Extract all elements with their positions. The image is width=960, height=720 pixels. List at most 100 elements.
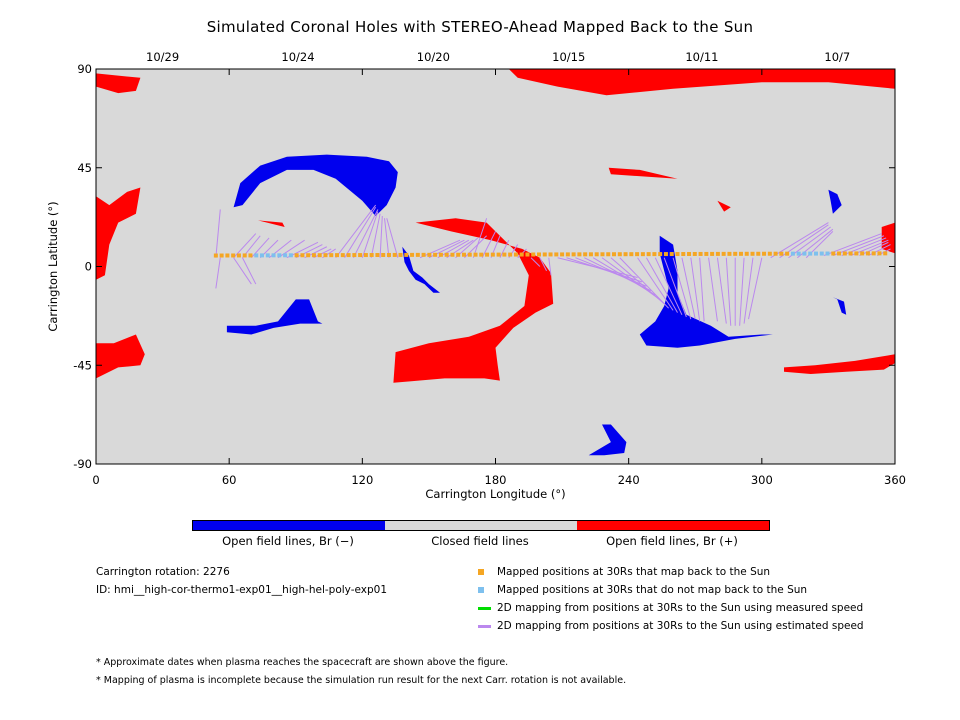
mapped-position-marker: [687, 251, 692, 256]
mapped-position-marker: [652, 252, 657, 257]
mapped-position-marker: [340, 253, 345, 258]
mapped-position-marker: [485, 252, 490, 257]
legend-label: Mapped positions at 30Rs that do not map…: [497, 584, 808, 596]
estimated-speed-mapping-line: [619, 257, 669, 309]
mapped-position-marker: [744, 251, 749, 256]
mapped-position-marker: [669, 252, 674, 257]
estimated-speed-mapping-line: [748, 257, 763, 320]
open-positive-region: [784, 354, 895, 374]
estimated-speed-mapping-line: [437, 239, 470, 259]
green-line-icon: [478, 606, 491, 610]
legend-label: 2D mapping from positions at 30Rs to the…: [497, 620, 864, 632]
estimated-speed-mapping-line: [743, 257, 754, 324]
estimated-speed-mapping-line: [681, 257, 696, 320]
mapped-position-marker: [629, 252, 634, 257]
mapped-position-marker: [531, 252, 536, 257]
estimated-speed-mapping-line: [739, 257, 745, 326]
mapped-position-marker: [386, 252, 391, 257]
open-positive-region: [508, 69, 895, 96]
mapped-position-marker: [860, 251, 865, 256]
mapped-position-marker: [554, 252, 559, 257]
purple-line-icon: [478, 624, 491, 628]
open-negative-region: [832, 297, 847, 315]
estimated-speed-mapping-line: [361, 211, 379, 258]
estimated-speed-mapping-line: [548, 257, 552, 276]
not-mapped-position-marker: [808, 251, 813, 256]
coronal-hole-map: 0 60 120 180 240 300 360 90 45 0 -45 -90 10/29 10/24 1…: [46, 50, 906, 501]
mapped-position-marker: [675, 252, 680, 257]
mapped-position-marker: [242, 253, 247, 258]
x-tick-label: 240: [618, 473, 640, 487]
mapped-position-marker: [710, 251, 715, 256]
orange-square-icon: [478, 569, 484, 575]
not-mapped-position-marker: [271, 253, 276, 258]
mapped-position-marker: [496, 252, 501, 257]
mapped-position-marker: [537, 252, 542, 257]
mapped-position-marker: [306, 253, 311, 258]
estimated-speed-mapping-line: [233, 257, 252, 285]
x-tick-label: 0: [92, 473, 99, 487]
mapped-position-marker: [300, 253, 305, 258]
mapped-position-marker: [594, 252, 599, 257]
estimated-speed-mapping-line: [663, 257, 687, 318]
open-negative-region: [402, 246, 440, 293]
mapped-position-marker: [398, 252, 403, 257]
estimated-speed-mapping-line: [386, 218, 399, 258]
mapped-position-marker: [617, 252, 622, 257]
open-positive-region: [96, 187, 141, 280]
top-date-label: 10/7: [824, 50, 850, 64]
mapped-position-marker: [461, 252, 466, 257]
mapped-position-marker: [433, 252, 438, 257]
not-mapped-position-marker: [813, 251, 818, 256]
mapped-position-marker: [363, 253, 368, 258]
mapped-position-marker: [571, 252, 576, 257]
estimated-speed-mapping-line: [295, 244, 323, 259]
y-tick-label: 90: [77, 62, 92, 76]
mapped-position-marker: [213, 253, 218, 258]
estimated-speed-mapping-line: [699, 257, 705, 322]
open-positive-region: [608, 167, 678, 179]
estimated-speed-mapping-line: [215, 209, 221, 258]
open-negative-region: [233, 154, 398, 216]
note-dates: * Approximate dates when plasma reaches …: [96, 657, 509, 668]
legend-label: 2D mapping from positions at 30Rs to the…: [497, 602, 864, 614]
mapped-position-marker: [583, 252, 588, 257]
estimated-speed-mapping-line: [419, 239, 461, 259]
mapped-position-marker: [756, 251, 761, 256]
estimated-speed-mapping-line: [610, 257, 665, 305]
estimated-speed-mapping-line: [481, 231, 496, 258]
estimated-speed-mapping-line: [690, 257, 701, 322]
mapped-position-marker: [479, 252, 484, 257]
mapped-position-marker: [704, 251, 709, 256]
y-tick-label: -90: [73, 457, 92, 471]
x-tick-label: 60: [222, 473, 237, 487]
estimated-speed-mapping-line: [708, 257, 718, 322]
x-tick-label: 300: [751, 473, 773, 487]
not-mapped-position-marker: [288, 253, 293, 258]
legend-item-estimated-speed: 2D mapping from positions at 30Rs to the…: [478, 620, 864, 632]
legend-item-measured-speed: 2D mapping from positions at 30Rs to the…: [478, 602, 863, 614]
carrington-rotation: Carrington rotation: 2276: [96, 566, 230, 578]
mapped-position-marker: [773, 251, 778, 256]
mapped-position-marker: [577, 252, 582, 257]
open-positive-region: [717, 200, 731, 212]
mapped-position-marker: [733, 251, 738, 256]
run-id: ID: hmi__high-cor-thermo1-exp01__high-he…: [96, 584, 388, 596]
mapped-position-marker: [692, 251, 697, 256]
mapped-position-marker: [871, 251, 876, 256]
colorbar-closed: [385, 521, 577, 530]
mapped-position-marker: [542, 252, 547, 257]
mapped-position-marker: [438, 252, 443, 257]
mapped-position-marker: [548, 252, 553, 257]
estimated-speed-mapping-line: [601, 257, 661, 300]
mapped-position-marker: [750, 251, 755, 256]
mapped-position-marker: [738, 251, 743, 256]
mapped-position-marker: [381, 252, 386, 257]
legend-item-not-mapped: Mapped positions at 30Rs that do not map…: [478, 584, 807, 596]
mapped-position-marker: [698, 251, 703, 256]
estimated-speed-mapping-line: [353, 209, 379, 258]
mapped-position-marker: [831, 251, 836, 256]
mapped-position-marker: [854, 251, 859, 256]
mapped-position-marker: [658, 252, 663, 257]
estimated-speed-mapping-line: [313, 248, 332, 259]
